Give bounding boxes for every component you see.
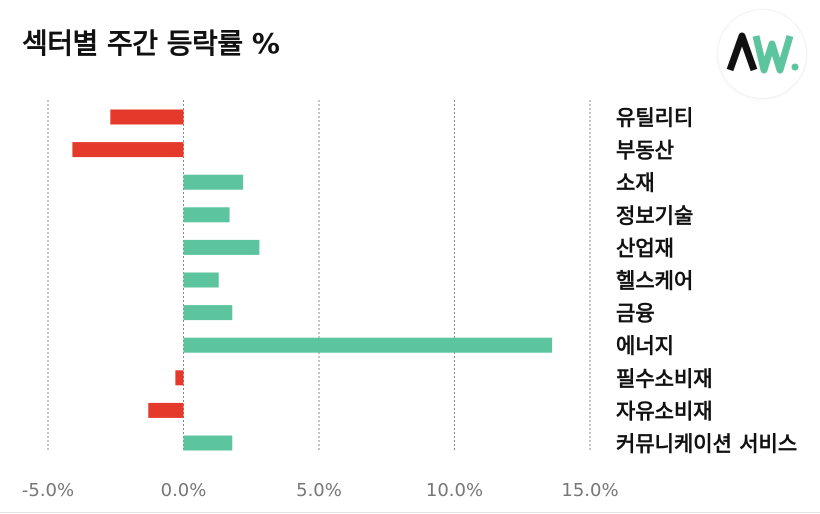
bar: [183, 305, 233, 321]
bar: [183, 239, 260, 255]
bar: [183, 174, 244, 190]
chart-title: 섹터별 주간 등락률 %: [22, 27, 280, 60]
category-label: 소재: [616, 171, 655, 195]
bar: [183, 337, 553, 353]
x-tick-label: 0.0%: [161, 480, 207, 501]
category-label: 커뮤니케이션 서비스: [616, 432, 797, 456]
x-tick-label: 10.0%: [426, 480, 483, 501]
bar: [175, 370, 184, 386]
category-label: 필수소비재: [616, 367, 713, 391]
category-label: 산업재: [616, 236, 674, 260]
category-label: 정보기술: [616, 204, 693, 228]
bar: [72, 142, 184, 158]
x-axis-ticks: -5.0% 0.0% 5.0% 10.0% 15.0%: [22, 480, 619, 501]
x-tick-label: 5.0%: [296, 480, 342, 501]
category-label: 에너지: [616, 334, 674, 358]
category-label: 헬스케어: [616, 269, 693, 293]
bar: [183, 435, 233, 451]
category-label: 금융: [616, 302, 655, 326]
bar: [148, 402, 184, 418]
chart-bars: [72, 109, 553, 451]
category-label: 부동산: [616, 139, 674, 163]
bottom-divider: [0, 512, 820, 513]
category-label: 자유소비재: [616, 399, 713, 423]
category-label: 유틸리티: [616, 106, 693, 130]
x-tick-label: 15.0%: [561, 480, 618, 501]
category-labels: 유틸리티부동산소재정보기술산업재헬스케어금융에너지필수소비재자유소비재커뮤니케이…: [616, 106, 797, 456]
chart-gridlines: [47, 100, 591, 452]
aw-logo-icon: [718, 10, 806, 98]
x-tick-label: -5.0%: [22, 480, 74, 501]
bar: [183, 207, 230, 223]
aw-logo-graphic: [726, 32, 799, 74]
bar: [110, 109, 184, 125]
bar: [183, 272, 219, 288]
